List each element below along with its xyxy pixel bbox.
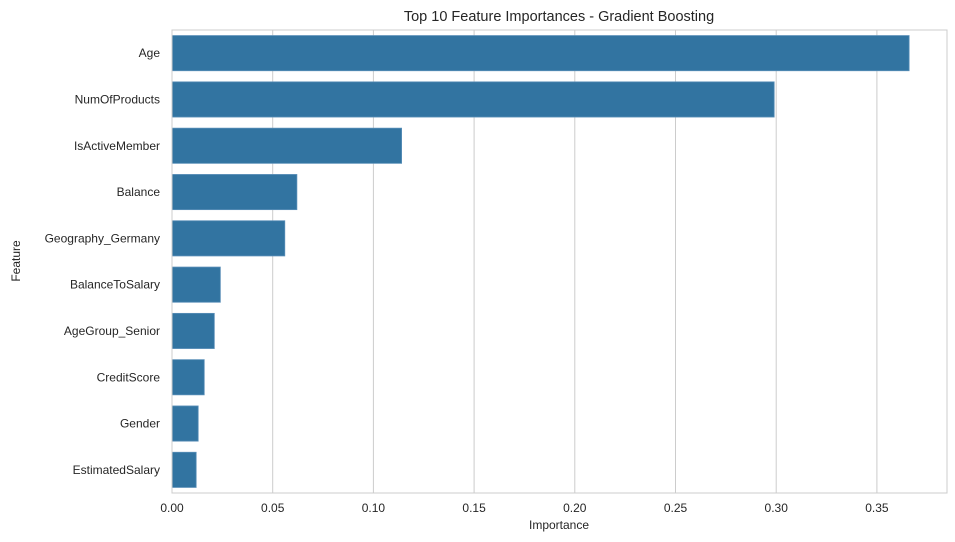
y-axis-label: Feature [9,240,23,282]
y-tick-label: Balance [117,185,161,199]
y-tick-label: Gender [120,417,160,431]
y-tick-label: Age [139,46,161,60]
x-tick-label: 0.10 [362,501,386,515]
y-tick-label: AgeGroup_Senior [64,324,160,338]
bars [171,35,910,488]
bar-balance [171,174,298,211]
x-tick-label: 0.25 [664,501,688,515]
x-tick-label: 0.15 [462,501,486,515]
bar-isactivemember [171,127,402,164]
y-tick-labels: Age NumOfProducts IsActiveMember Balance Geo… [45,46,161,477]
bar-numofproducts [171,81,775,118]
chart-title: Top 10 Feature Importances - Gradient Bo… [404,9,714,25]
bar-estimatedsalary [171,451,197,488]
bar-balancetosalary [171,266,221,303]
x-tick-label: 0.00 [160,501,184,515]
bar-creditscore [171,359,205,396]
x-tick-labels: 0.00 0.05 0.10 0.15 0.20 0.25 0.30 0.35 [160,501,889,515]
y-tick-label: EstimatedSalary [73,463,160,477]
x-tick-label: 0.20 [563,501,587,515]
y-tick-label: NumOfProducts [75,92,160,106]
x-tick-label: 0.35 [865,501,889,515]
x-tick-label: 0.05 [261,501,285,515]
bar-age [171,35,910,72]
y-tick-label: CreditScore [97,370,161,384]
bar-agegroup-senior [171,312,215,349]
bar-geography-germany [171,220,286,257]
y-tick-label: IsActiveMember [74,139,160,153]
y-tick-label: BalanceToSalary [70,278,160,292]
y-tick-label: Geography_Germany [45,231,160,245]
x-tick-label: 0.30 [765,501,789,515]
x-axis-label: Importance [529,518,589,532]
plot-frame [171,29,948,494]
bar-gender [171,405,199,442]
